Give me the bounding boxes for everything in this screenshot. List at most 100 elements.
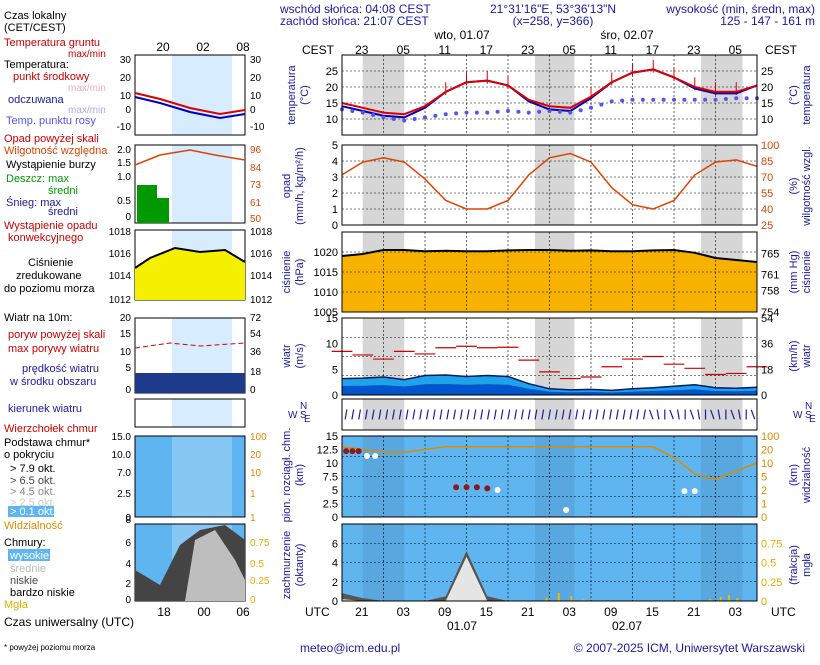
- fog-bar: [582, 599, 585, 601]
- tick-label: 1: [332, 204, 338, 216]
- legend: Czas lokalny (CET/CEST) Temperatura grun…: [4, 10, 134, 652]
- top-hour-label: 23: [521, 43, 535, 57]
- wind-arrow: [554, 409, 558, 420]
- tick-label: 5: [332, 140, 338, 152]
- series-temp: [341, 68, 758, 116]
- tick-label: 2: [332, 188, 338, 200]
- tick-label: 1: [761, 499, 767, 511]
- series-pressure: [341, 248, 758, 263]
- tick-label: 0.75: [761, 538, 782, 550]
- dew-point: [713, 97, 718, 102]
- tick-label: 0.5: [761, 558, 776, 570]
- series-wind: [341, 374, 758, 392]
- tick-label: 40: [761, 204, 773, 216]
- tick-label: 0: [332, 512, 338, 524]
- utc-right: UTC: [771, 605, 796, 619]
- top-hour-label: 05: [729, 43, 743, 57]
- fog-bar: [719, 597, 722, 601]
- mini-tick: 5: [125, 363, 131, 374]
- wind-arrow: [689, 409, 695, 420]
- mini-tick: 0: [125, 105, 131, 116]
- cloud-base-dot: [343, 448, 350, 455]
- cest-left: CEST: [302, 43, 335, 57]
- mini-tick: -10: [117, 122, 132, 133]
- tick-label: 1005: [314, 307, 338, 319]
- dew-point: [703, 97, 708, 102]
- panel-border: [341, 523, 758, 602]
- tick-label: 70: [761, 172, 773, 184]
- cloud-base-dot: [691, 488, 698, 495]
- footer-email[interactable]: meteo@icm.edu.pl: [300, 641, 400, 655]
- wind-arrow: [568, 409, 572, 420]
- fog-bar: [557, 593, 560, 601]
- bottom-hour-label: 21: [521, 605, 535, 619]
- compass-w-left: W: [288, 410, 298, 421]
- wind-arrow: [412, 409, 416, 420]
- tick-label: 85: [761, 156, 773, 168]
- wind-arrow: [371, 409, 375, 420]
- wind-arrow: [473, 409, 477, 420]
- dew-point: [464, 110, 469, 115]
- altitude-values: 125 - 147 - 161 m: [720, 14, 815, 28]
- dew-point: [371, 113, 376, 117]
- mini-tick: 1016: [250, 249, 273, 260]
- fog-bar: [709, 599, 712, 601]
- mini-tick: 0.75: [250, 538, 270, 549]
- mini-tick: 15: [120, 329, 132, 340]
- mini-tick: 0: [125, 212, 131, 223]
- legend-precip-above: Opad powyżej skali: [4, 133, 99, 145]
- cov-right-unit: (frakcja): [788, 545, 800, 585]
- press-right-label: ciśnienie: [801, 251, 813, 294]
- compass-s-left: S: [300, 410, 307, 421]
- wind-right-unit: (km/h): [788, 340, 800, 371]
- mini-tick: 8: [125, 515, 131, 526]
- temp-left-unit: (°C): [299, 85, 311, 105]
- legend-okt-5: > 0.1 okt.: [10, 506, 56, 518]
- legend-humidity: Wilgotność względna: [4, 145, 108, 157]
- legend-storm: Wystąpienie burzy: [6, 159, 96, 171]
- legend-snow: Śnieg: max: [6, 196, 62, 209]
- mini-tick: 30: [120, 55, 132, 66]
- dew-point: [360, 110, 365, 115]
- wind-arrow: [392, 409, 395, 420]
- wind-arrow: [656, 409, 660, 420]
- mini-tick: 0: [250, 595, 256, 606]
- tick-label: 15: [326, 98, 338, 110]
- mini-pressure-area: [135, 248, 245, 300]
- tick-label: 1010: [314, 287, 338, 299]
- mini-top-hour: 08: [236, 40, 250, 54]
- tick-label: 100: [761, 431, 779, 443]
- date-label-2: 02.07: [612, 619, 642, 633]
- tick-label: 55: [761, 188, 773, 200]
- dew-point: [578, 108, 583, 113]
- compass-e-right: E: [809, 414, 816, 425]
- cov-left-unit: (oktanty): [294, 544, 306, 587]
- date-label-1: 01.07: [447, 619, 477, 633]
- wind-arrow: [385, 409, 389, 420]
- wind-arrow: [730, 409, 735, 420]
- tick-label: 754: [761, 307, 779, 319]
- top-hour-label: 05: [397, 43, 411, 57]
- dew-point: [661, 97, 666, 102]
- tick-label: 20: [761, 445, 773, 457]
- dew-point: [516, 109, 521, 114]
- dew-point: [381, 115, 386, 120]
- wind-arrow: [480, 409, 484, 420]
- tick-label: 10: [326, 114, 338, 126]
- dew-point: [537, 109, 542, 114]
- cloud-base-dot: [355, 448, 362, 455]
- panel-pres: 1005 1010 1015 1020 754 758 761 765: [314, 231, 779, 319]
- mini-tick: 20: [250, 73, 262, 84]
- mini-tick: 10: [120, 91, 132, 102]
- mini-panel-day: [172, 145, 232, 223]
- tick-label: 2.5: [323, 499, 338, 511]
- dew-point: [454, 111, 459, 116]
- fog-bar: [570, 596, 573, 601]
- footer-copyright: © 2007-2025 ICM, Uniwersytet Warszawski: [574, 641, 805, 655]
- cloud-left-unit: (km): [294, 464, 306, 486]
- mini-tick: 0.25: [250, 576, 270, 587]
- panel-dir: [341, 398, 758, 431]
- mini-panel-border: [134, 144, 246, 224]
- wind-arrow: [351, 409, 355, 420]
- top-hour-label: 23: [355, 43, 369, 57]
